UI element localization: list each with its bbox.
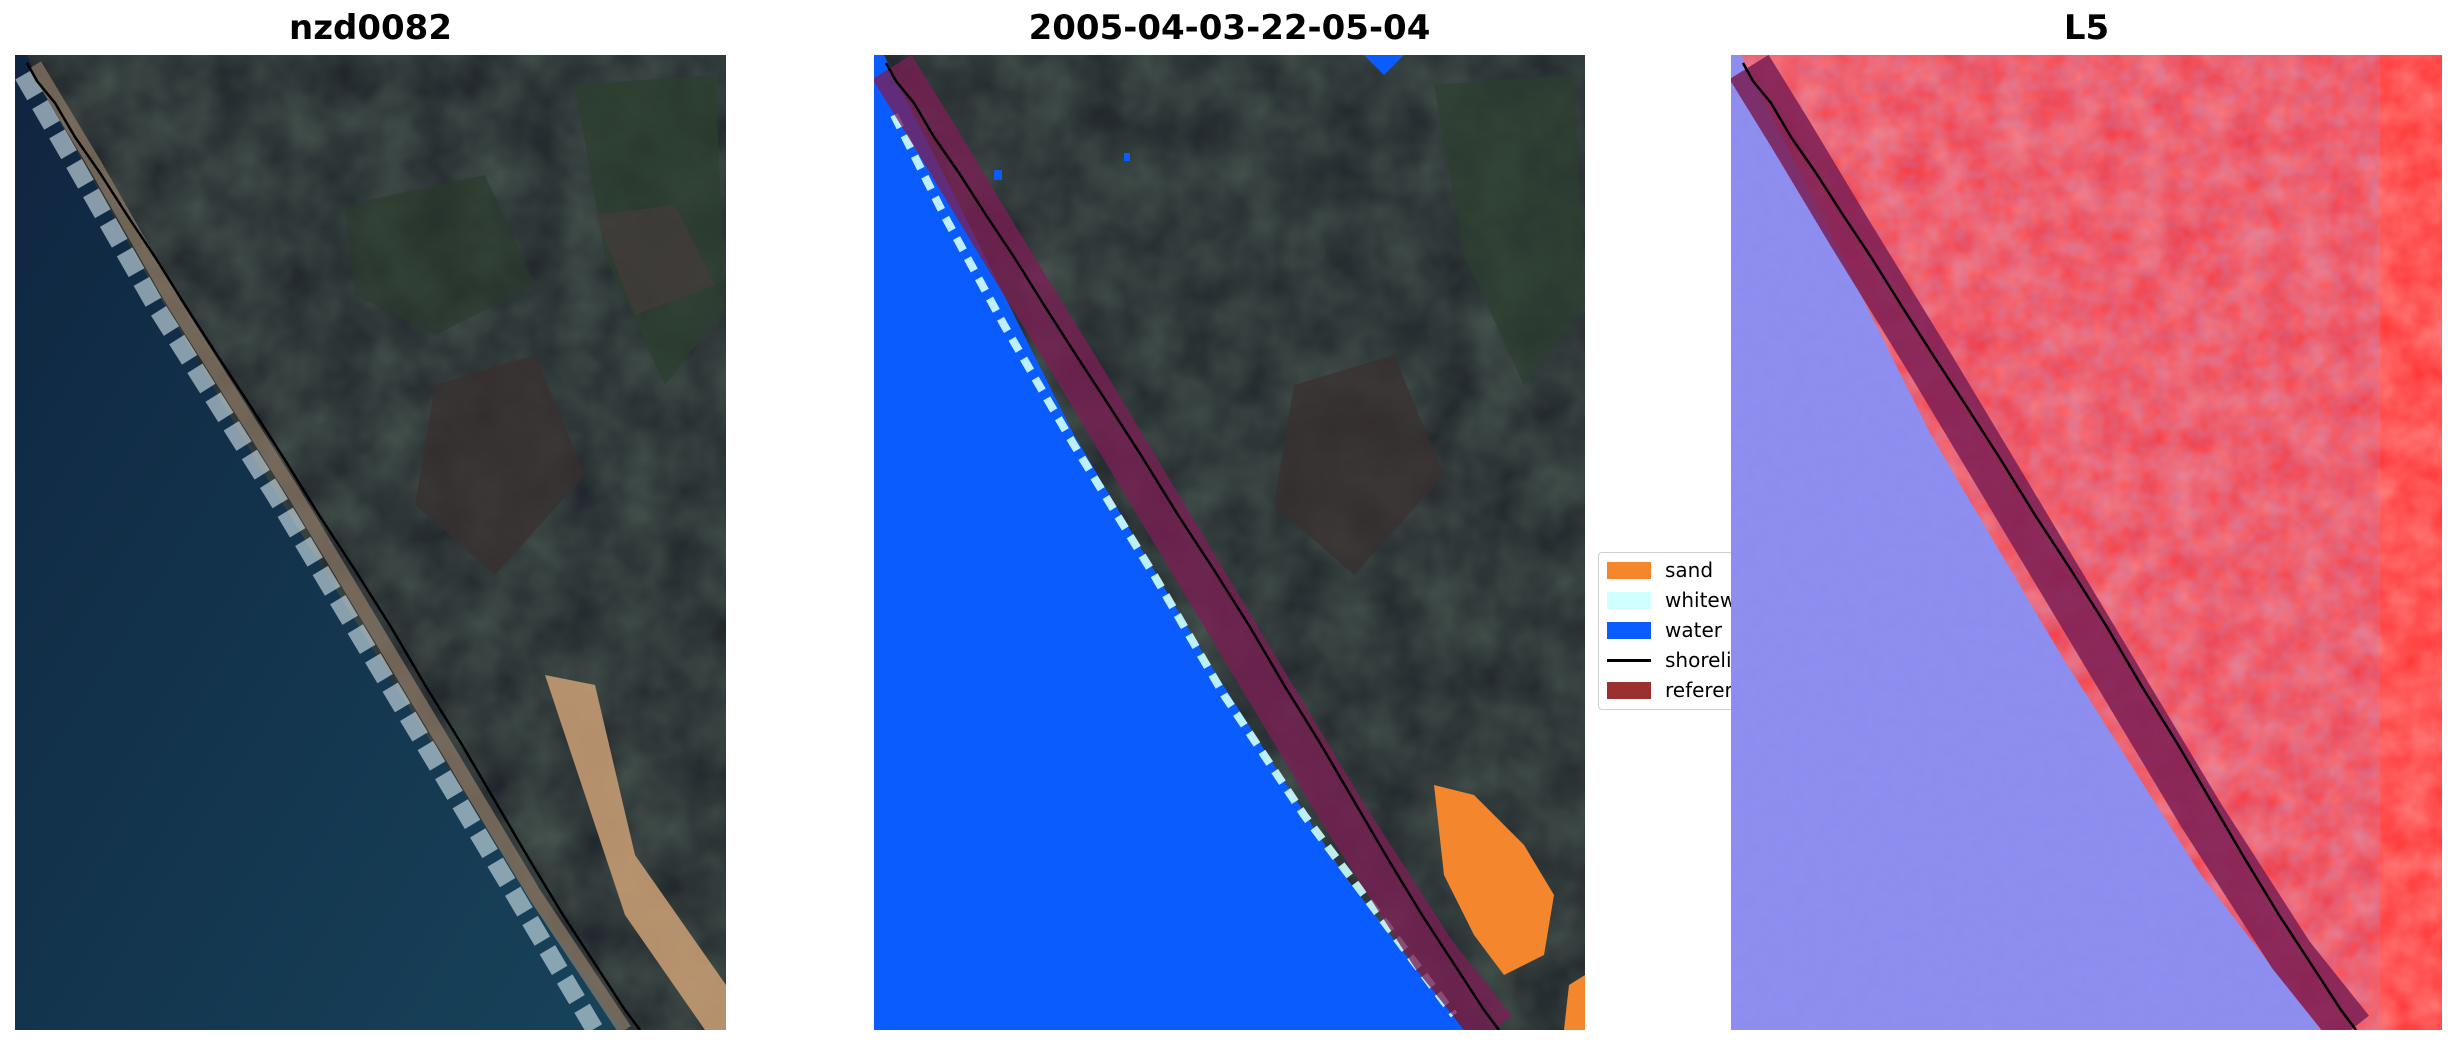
water-class-blob — [1124, 153, 1130, 161]
panel-title-index: L5 — [2063, 8, 2110, 48]
legend-item-sand: sand — [1607, 557, 1713, 583]
legend-label: reference — [1665, 678, 1733, 702]
rgb-satellite-image — [15, 55, 726, 1030]
sand-class-patch — [1564, 975, 1585, 1030]
panel-title-rgb: nzd0082 — [289, 8, 452, 48]
legend-item-reference: reference — [1607, 677, 1733, 703]
water-class-blob — [994, 170, 1002, 180]
reference-swatch — [1607, 681, 1651, 699]
water-swatch — [1607, 621, 1651, 639]
shoreline-line — [25, 62, 641, 1030]
water-class-area — [874, 55, 1464, 1030]
reference-buffer — [1731, 55, 2369, 1030]
legend-item-water: water — [1607, 617, 1722, 643]
legend-label: water — [1665, 618, 1722, 642]
panel-title-classified: 2005-04-03-22-05-04 — [1028, 8, 1431, 48]
legend-label: shoreline — [1665, 648, 1733, 672]
shoreline-line — [1741, 62, 2357, 1030]
ocean-area — [15, 55, 625, 1030]
legend-item-shoreline: shoreline — [1607, 647, 1733, 673]
clearing-patch — [415, 355, 585, 575]
sand-swatch — [1607, 561, 1651, 579]
reference-buffer — [874, 55, 1512, 1030]
legend-label: sand — [1665, 558, 1714, 582]
shoreline-line — [884, 62, 1500, 1030]
water-class-blob — [1364, 55, 1404, 75]
whitewater-swatch — [1607, 591, 1651, 609]
classified-image — [874, 55, 1585, 1030]
sand-class-patch — [1434, 785, 1554, 975]
forest-patch — [1434, 75, 1585, 385]
sand-dune-area — [545, 675, 726, 1030]
index-image — [1731, 55, 2442, 1030]
forest-patch — [345, 175, 535, 335]
surf-zone — [15, 70, 603, 1030]
clearing-patch — [1274, 355, 1444, 575]
shoreline-swatch — [1607, 658, 1651, 662]
clearing-patch — [595, 205, 715, 315]
